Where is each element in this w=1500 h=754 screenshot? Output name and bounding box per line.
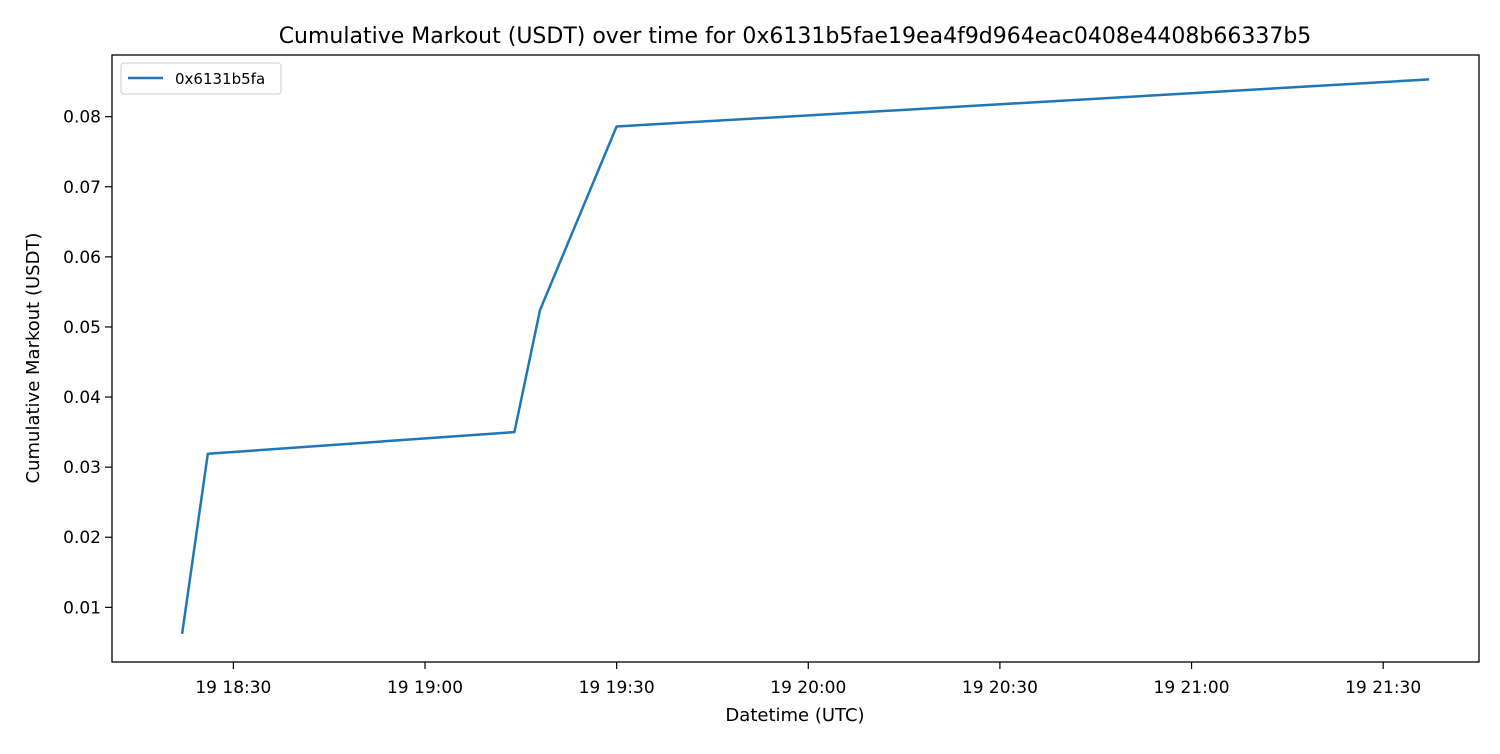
series-line <box>180 78 1430 635</box>
x-tick-label: 19 18:30 <box>195 678 271 698</box>
x-tick-label: 19 20:00 <box>770 678 846 698</box>
legend: 0x6131b5fa <box>120 62 282 95</box>
x-tick-label: 19 20:30 <box>962 678 1038 698</box>
y-tick-label: 0.07 <box>63 178 101 198</box>
y-tick-label: 0.01 <box>63 598 101 618</box>
y-tick-label: 0.08 <box>63 108 101 128</box>
chart-title: Cumulative Markout (USDT) over time for … <box>279 24 1312 49</box>
legend-series-label: 0x6131b5fa <box>175 70 265 88</box>
y-tick-label: 0.05 <box>63 318 101 338</box>
y-tick-label: 0.03 <box>63 458 101 478</box>
y-tick-label: 0.02 <box>63 528 101 548</box>
y-axis-label: Cumulative Markout (USDT) <box>23 233 44 484</box>
x-axis-label: Datetime (UTC) <box>725 705 864 726</box>
plot-frame <box>111 54 1480 663</box>
legend-frame <box>120 62 282 95</box>
x-tick-label: 19 19:30 <box>579 678 655 698</box>
y-axis: 0.01 0.02 0.03 0.04 0.05 0.06 0.07 0.08 <box>63 108 112 618</box>
plot-area: 19 18:30 19 19:00 19 19:30 19 20:00 19 20:30… <box>63 54 1480 698</box>
y-tick-label: 0.06 <box>63 248 101 268</box>
x-tick-label: 19 21:00 <box>1154 678 1230 698</box>
x-tick-label: 19 19:00 <box>387 678 463 698</box>
x-tick-label: 19 21:30 <box>1345 678 1421 698</box>
x-axis: 19 18:30 19 19:00 19 19:30 19 20:00 19 20:30… <box>195 662 1421 698</box>
y-tick-label: 0.04 <box>63 388 101 408</box>
series-layer <box>180 78 1430 635</box>
